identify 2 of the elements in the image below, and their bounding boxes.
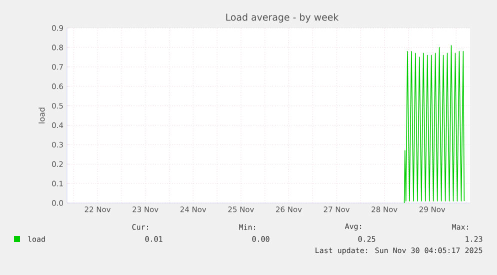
- chart-title: Load average - by week: [226, 13, 339, 23]
- line-series: [404, 45, 465, 204]
